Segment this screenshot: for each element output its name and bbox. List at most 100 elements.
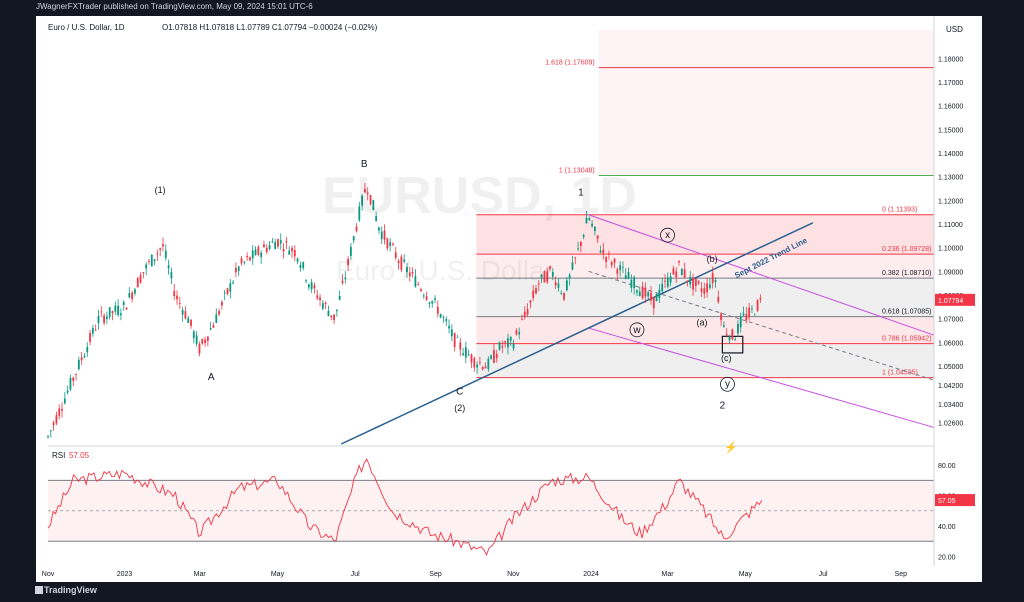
- candle-body: [585, 217, 588, 224]
- candle-body: [366, 192, 369, 195]
- candle-body: [268, 245, 271, 250]
- candle-body: [184, 311, 187, 319]
- candle-body: [77, 359, 80, 370]
- candle-body: [664, 280, 666, 282]
- fib-level-label: 0.382 (1.08710): [882, 270, 931, 277]
- chart-area[interactable]: 1.618 (1.17609) 1 (1.13048) 0 (1.11393) 0.2…: [36, 16, 982, 582]
- fib-level-label: 0.236 (1.09728): [882, 246, 931, 253]
- candle-body: [89, 332, 91, 342]
- candle-body: [703, 288, 706, 294]
- candle-body: [487, 358, 490, 370]
- candle-body: [759, 297, 762, 300]
- candle-body: [128, 293, 131, 298]
- candle-body: [652, 296, 655, 309]
- candle-body: [456, 336, 459, 338]
- candle-body: [756, 300, 759, 311]
- candle-body: [223, 292, 226, 294]
- candle-body: [686, 280, 689, 282]
- candle-body: [493, 350, 495, 363]
- candle-body: [515, 330, 518, 335]
- candle-body: [529, 300, 532, 303]
- candle-body: [375, 216, 378, 221]
- candle-body: [720, 313, 723, 321]
- time-tick-label: Jul: [351, 571, 360, 578]
- wave-label-circle: [660, 227, 675, 243]
- candle-body: [434, 298, 436, 300]
- candle-body: [481, 366, 484, 370]
- fib-zone-382-618: [476, 278, 934, 317]
- candle-body: [411, 272, 414, 274]
- currency-label: USD: [946, 25, 963, 34]
- wave-label: B: [361, 159, 368, 170]
- candle-body: [83, 356, 86, 358]
- price-tick-label: 1.07000: [938, 317, 963, 324]
- price-series: [47, 183, 762, 439]
- candle-body: [501, 346, 504, 348]
- candle-body: [352, 236, 355, 241]
- candle-body: [672, 268, 675, 275]
- footer-bar: [0, 582, 1024, 602]
- candle-body: [338, 295, 341, 300]
- rsi-value-label: 57.05: [938, 498, 956, 505]
- candle-body: [608, 253, 610, 255]
- candle-body: [265, 247, 268, 253]
- time-tick-label: Mar: [662, 571, 675, 578]
- right-border: [982, 0, 1024, 602]
- rsi-value: 57.05: [69, 451, 90, 460]
- candle-body: [397, 261, 400, 264]
- candle-body: [86, 347, 89, 353]
- candle-body: [445, 319, 448, 322]
- candle-body: [484, 366, 487, 369]
- candle-body: [658, 289, 661, 299]
- price-tick-label: 1.15000: [938, 127, 963, 134]
- candle-body: [153, 259, 156, 261]
- candle-body: [349, 246, 352, 256]
- candle-body: [105, 316, 108, 319]
- candle-body: [495, 353, 498, 359]
- price-tick-label: 1.02600: [938, 421, 963, 428]
- candle-body: [235, 267, 237, 273]
- candle-body: [257, 246, 260, 255]
- candle-body: [622, 267, 624, 268]
- candle-body: [650, 292, 652, 301]
- price-tick-label: 1.13000: [938, 175, 963, 182]
- fib-zone-786-1: [476, 343, 934, 378]
- candle-body: [512, 343, 515, 349]
- candle-body: [689, 276, 692, 285]
- lightning-icon[interactable]: ⚡: [724, 441, 738, 454]
- candle-body: [521, 319, 523, 320]
- candle-body: [111, 311, 114, 314]
- candle-body: [428, 302, 431, 304]
- candle-body: [422, 295, 425, 297]
- candle-body: [728, 335, 731, 341]
- candle-body: [380, 231, 383, 240]
- candle-body: [260, 252, 263, 258]
- candle-body: [479, 362, 481, 364]
- candle-body: [641, 286, 644, 299]
- channel-lower-line: [588, 327, 935, 428]
- time-tick-label: 2024: [583, 571, 599, 578]
- candle-body: [139, 275, 142, 283]
- price-tick-label: 1.12000: [938, 198, 963, 205]
- candle-body: [630, 279, 633, 288]
- candle-body: [627, 272, 630, 279]
- candle-body: [296, 258, 299, 262]
- candle-body: [47, 436, 49, 438]
- last-price-label: 1.07794: [938, 298, 963, 305]
- candle-body: [173, 290, 176, 297]
- candle-body: [467, 354, 470, 356]
- candle-body: [136, 278, 139, 288]
- candle-body: [392, 243, 394, 245]
- candle-body: [647, 292, 650, 297]
- candle-body: [582, 234, 585, 237]
- candle-body: [394, 252, 397, 258]
- candle-body: [431, 300, 434, 304]
- candle-body: [476, 364, 479, 368]
- candle-body: [75, 373, 77, 375]
- wave-label: x: [665, 230, 670, 241]
- rsi-tick-label: 40.00: [938, 524, 956, 531]
- candle-body: [599, 250, 602, 253]
- candle-body: [464, 347, 467, 358]
- candle-body: [442, 316, 445, 318]
- candle-body: [605, 256, 608, 263]
